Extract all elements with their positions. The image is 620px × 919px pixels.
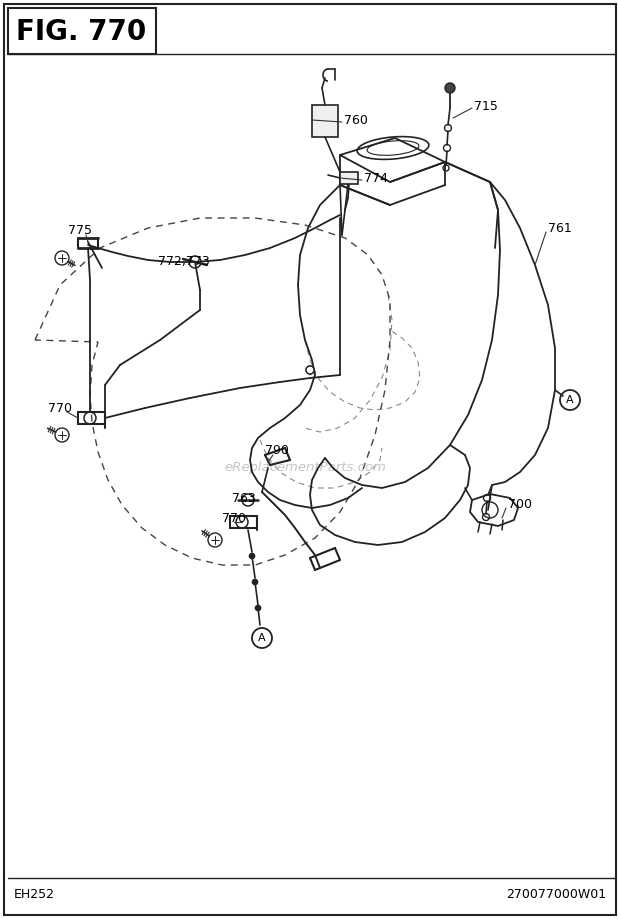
Text: 700: 700	[508, 497, 532, 510]
Text: 270077000W01: 270077000W01	[506, 889, 606, 902]
Circle shape	[445, 83, 455, 93]
Text: 774: 774	[364, 172, 388, 185]
Text: A: A	[566, 395, 574, 405]
Bar	[340, 172, 358, 184]
Text: eReplacementParts.com: eReplacementParts.com	[224, 461, 386, 474]
Text: 790: 790	[265, 444, 289, 457]
Text: FIG. 770: FIG. 770	[16, 18, 146, 46]
Text: 772,773: 772,773	[158, 255, 210, 268]
Text: 770: 770	[48, 402, 72, 414]
Text: 715: 715	[474, 99, 498, 112]
Circle shape	[255, 606, 260, 610]
Text: EH252: EH252	[14, 889, 55, 902]
Circle shape	[252, 580, 257, 584]
Text: 760: 760	[344, 114, 368, 127]
Bar	[312, 105, 338, 137]
Text: A: A	[258, 633, 266, 643]
Text: 775: 775	[68, 223, 92, 236]
Circle shape	[306, 366, 314, 374]
Text: 761: 761	[548, 221, 572, 234]
Text: 763: 763	[232, 492, 255, 505]
Bar	[8, 8, 156, 54]
Circle shape	[249, 553, 254, 559]
Text: 770: 770	[222, 512, 246, 525]
